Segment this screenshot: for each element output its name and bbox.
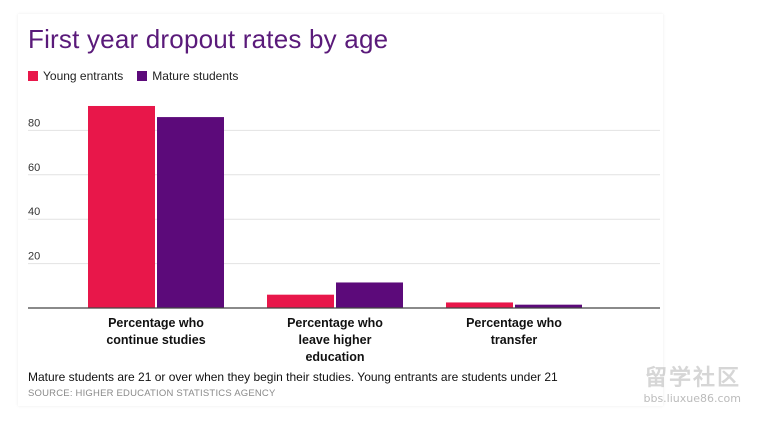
category-label: continue studies: [106, 333, 205, 347]
y-tick-label: 20: [28, 251, 40, 263]
legend-label-mature: Mature students: [152, 69, 239, 83]
y-tick-label: 40: [28, 206, 40, 218]
category-label: Percentage who: [287, 316, 383, 330]
y-tick-label: 60: [28, 162, 40, 174]
bar-chart: 20 40 60 80 Percentage who continue studies Pe…: [28, 105, 660, 364]
bar-mature-0: [157, 117, 224, 308]
legend-item-mature: Mature students: [137, 69, 238, 83]
y-tick-label: 80: [28, 117, 40, 129]
category-label: Percentage who: [466, 316, 562, 330]
category-label: education: [305, 350, 364, 364]
bar-young-0: [88, 105, 155, 308]
category-label: leave higher: [299, 333, 372, 347]
bar-mature-1: [336, 282, 403, 308]
chart-note: Mature students are 21 or over when they…: [28, 370, 558, 384]
category-label: Percentage who: [108, 316, 204, 330]
legend-swatch-mature: [137, 71, 148, 81]
legend-swatch-young: [28, 71, 38, 81]
bar-young-1: [267, 294, 334, 308]
category-label: transfer: [491, 333, 538, 347]
chart-legend: Young entrants Mature students: [28, 69, 238, 83]
chart-title: First year dropout rates by age: [28, 24, 389, 54]
chart-source: SOURCE: HIGHER EDUCATION STATISTICS AGEN…: [28, 388, 276, 399]
legend-item-young: Young entrants: [28, 69, 123, 83]
chart-card: First year dropout rates by age Young en…: [18, 14, 663, 406]
bar-mature-2: [515, 304, 582, 308]
legend-label-young: Young entrants: [43, 69, 124, 83]
bar-young-2: [446, 302, 513, 308]
